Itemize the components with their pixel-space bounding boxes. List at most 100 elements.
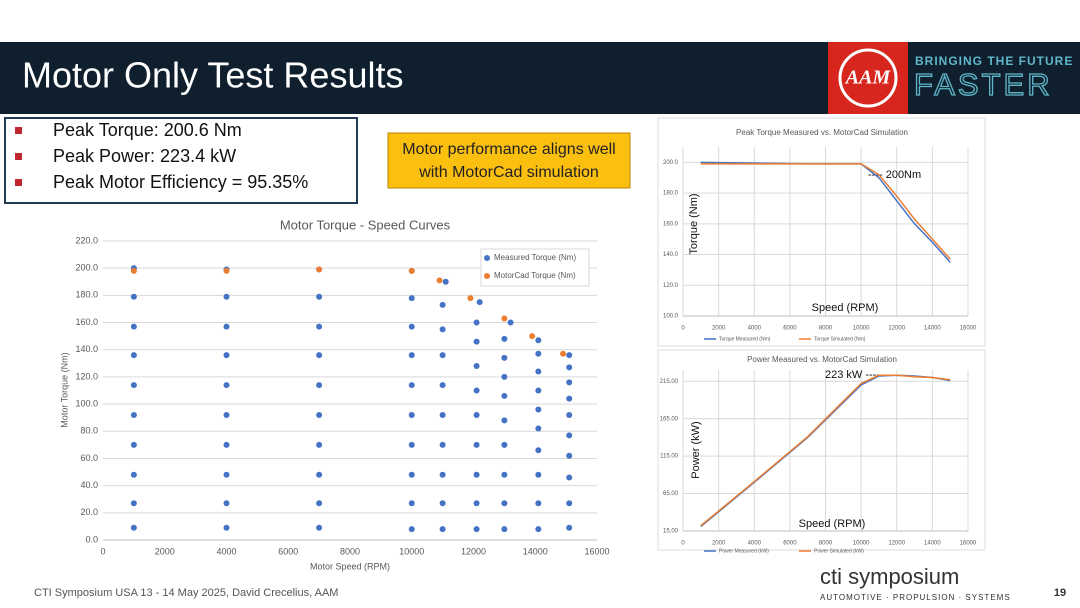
x-tick-label: 16000	[960, 326, 977, 332]
data-point	[316, 352, 323, 359]
y-tick-label: 140.0	[663, 252, 679, 258]
data-point	[130, 352, 137, 359]
x-tick-label: 0	[100, 546, 105, 556]
data-point	[535, 406, 542, 413]
data-point	[473, 363, 480, 370]
annotation: 223 kW ----	[825, 369, 880, 381]
callout-text: with MotorCad simulation	[418, 164, 599, 181]
data-point	[560, 350, 567, 357]
data-point	[501, 373, 508, 380]
x-tick-label: 12000	[888, 326, 905, 332]
y-tick-label: 60.0	[80, 453, 98, 463]
data-point	[501, 392, 508, 399]
legend-marker	[484, 255, 490, 261]
data-point	[223, 352, 230, 359]
data-point	[130, 267, 137, 274]
y-tick-label: 165.00	[660, 416, 679, 422]
y-tick-label: 220.0	[75, 235, 98, 245]
data-point	[316, 382, 323, 389]
y-tick-label: 20.0	[80, 507, 98, 517]
data-point	[473, 441, 480, 448]
x-tick-label: 6000	[783, 541, 797, 547]
data-point	[473, 526, 480, 533]
data-point	[566, 364, 573, 371]
x-tick-label: 4000	[216, 546, 236, 556]
data-point	[507, 319, 514, 326]
data-point	[501, 335, 508, 342]
data-point	[223, 411, 230, 418]
data-point	[566, 500, 573, 507]
x-tick-label: 0	[681, 326, 685, 332]
chart-title: Motor Torque - Speed Curves	[280, 217, 451, 232]
data-point	[408, 295, 415, 302]
x-tick-label: 14000	[523, 546, 548, 556]
callout-box	[387, 132, 631, 189]
y-tick-label: 200.0	[75, 263, 98, 273]
brand: cti symposium	[820, 564, 959, 589]
y-tick-label: 120.0	[75, 371, 98, 381]
data-point	[408, 526, 415, 533]
legend-label: Measured Torque (Nm)	[494, 253, 576, 262]
data-point	[408, 323, 415, 330]
data-point	[223, 382, 230, 389]
y-tick-label: 200.0	[663, 160, 679, 166]
slide-title: Motor Only Test Results	[22, 55, 403, 96]
data-point	[535, 387, 542, 394]
data-point	[316, 471, 323, 478]
data-point	[316, 323, 323, 330]
x-tick-label: 0	[681, 541, 685, 547]
legend-label: Power Simulated (kW)	[814, 548, 864, 554]
data-point	[408, 267, 415, 274]
series-line	[700, 163, 951, 260]
legend-label: Power Measured (kW)	[719, 548, 769, 554]
data-point	[473, 319, 480, 326]
legend-marker	[484, 273, 490, 279]
data-point	[316, 266, 323, 273]
data-point	[535, 425, 542, 432]
data-point	[408, 411, 415, 418]
data-point	[566, 352, 573, 359]
x-tick-label: 6000	[783, 326, 797, 332]
series-line	[700, 374, 951, 527]
bullet-box	[4, 117, 358, 204]
y-tick-label: 100.0	[75, 398, 98, 408]
data-point	[408, 500, 415, 507]
x-tick-label: 10000	[853, 326, 870, 332]
tagline-big: FASTER	[914, 67, 1053, 102]
y-tick-label: 40.0	[80, 480, 98, 490]
chart-panel	[657, 117, 986, 347]
bullet-marker	[15, 179, 22, 186]
data-point	[223, 500, 230, 507]
x-tick-label: 14000	[924, 326, 941, 332]
data-point	[408, 382, 415, 389]
data-point	[130, 382, 137, 389]
data-point	[408, 441, 415, 448]
x-tick-label: 8000	[819, 541, 833, 547]
x-tick-label: 4000	[748, 541, 762, 547]
bullet-text: Peak Torque: 200.6 Nm	[53, 120, 242, 140]
data-point	[473, 338, 480, 345]
data-point	[501, 526, 508, 533]
page-number: 19	[1054, 587, 1066, 599]
data-point	[223, 323, 230, 330]
data-point	[535, 447, 542, 454]
data-point	[439, 326, 446, 333]
data-point	[535, 350, 542, 357]
data-point	[408, 352, 415, 359]
data-point	[223, 471, 230, 478]
data-point	[535, 337, 542, 344]
x-axis-label: Speed (RPM)	[799, 518, 866, 530]
data-point	[439, 352, 446, 359]
data-point	[130, 323, 137, 330]
x-axis-label: Speed (RPM)	[812, 302, 879, 314]
data-point	[566, 379, 573, 386]
x-tick-label: 10000	[399, 546, 424, 556]
data-point	[473, 500, 480, 507]
y-tick-label: 120.0	[663, 283, 679, 289]
x-tick-label: 4000	[748, 326, 762, 332]
data-point	[223, 441, 230, 448]
data-point	[535, 500, 542, 507]
y-tick-label: 100.0	[663, 314, 679, 320]
data-point	[439, 382, 446, 389]
data-point	[436, 277, 443, 284]
